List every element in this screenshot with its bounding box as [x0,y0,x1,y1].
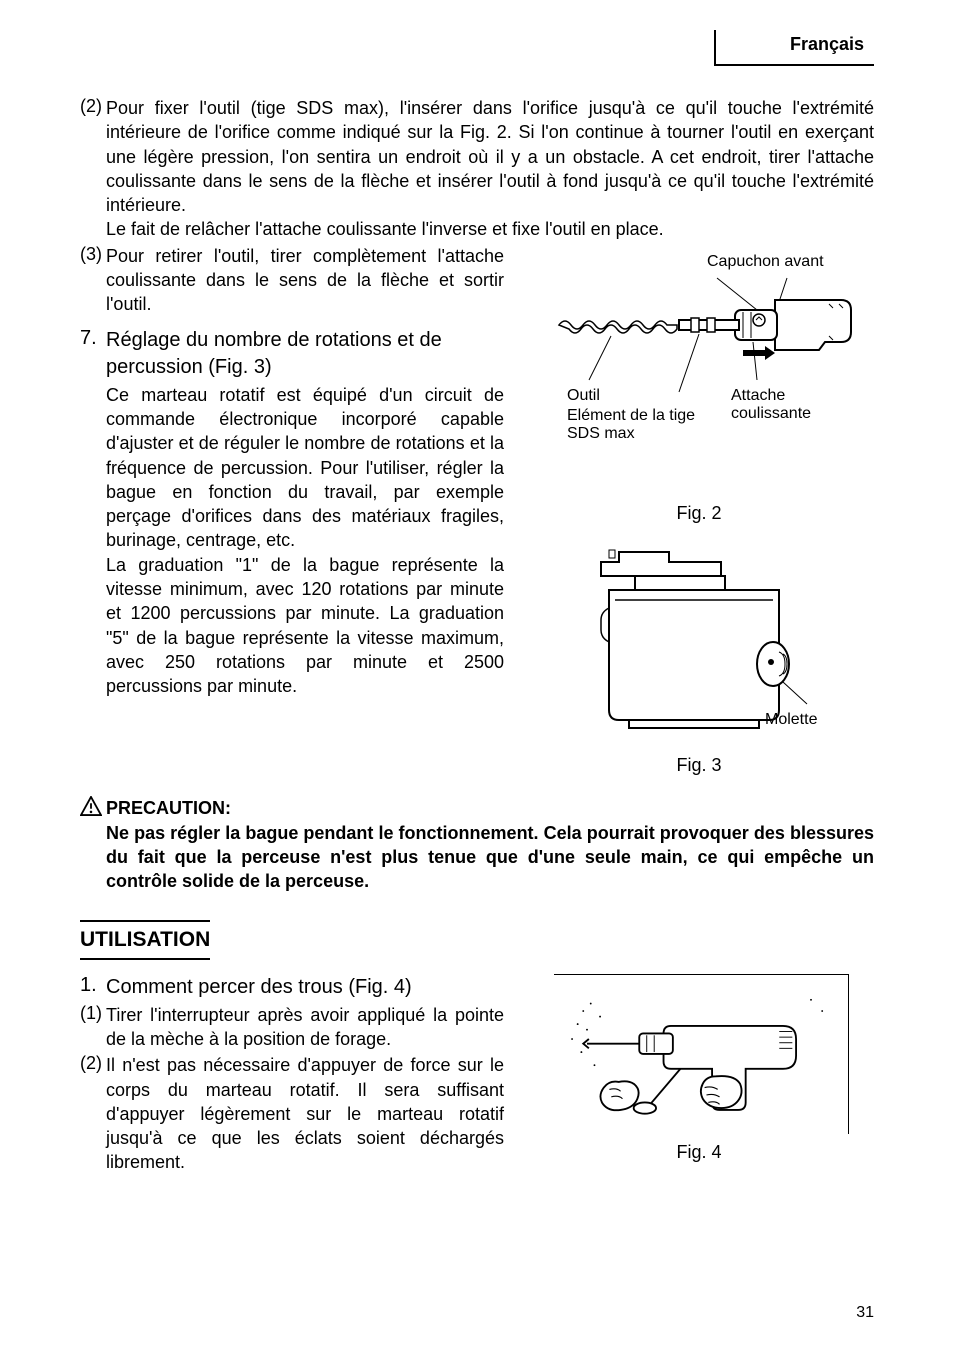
label-text: Attache coulissante [731,387,811,422]
item-text: Pour retirer l'outil, tirer complètement… [106,244,504,317]
figure-3: Molette Fig. 3 [549,544,849,776]
section-item: 7. Réglage du nombre de rotations et de … [80,327,504,381]
page-number: 31 [856,1304,874,1322]
warning-icon [80,796,102,821]
figure-2: Capuchon avant Outil Attache coulissante… [529,244,869,524]
figure-4: Fig. 4 [549,974,849,1163]
item-text: Pour fixer l'outil (tige SDS max), l'ins… [106,96,874,242]
section-heading: UTILISATION [80,920,210,960]
item-text: Tirer l'interrupteur après avoir appliqu… [106,1003,504,1052]
fig4-caption: Fig. 4 [549,1142,849,1163]
section-number: 1. [80,974,106,997]
paragraph-text: Ce marteau rotatif est équipé d'un circu… [106,383,504,553]
item-number: (3) [80,244,106,265]
right-column: Capuchon avant Outil Attache coulissante… [524,244,874,776]
item-number: (1) [80,1003,106,1024]
fig3-caption: Fig. 3 [549,755,849,776]
list-item: (2) Pour fixer l'outil (tige SDS max), l… [80,96,874,242]
section-title: Réglage du nombre de rotations et de per… [106,327,504,381]
fig2-label-capuchon: Capuchon avant [707,253,824,271]
section-item: 1. Comment percer des trous (Fig. 4) [80,974,504,1001]
item-text: Il n'est pas nécessaire d'appuyer de for… [106,1053,504,1174]
item-number: (2) [80,1053,106,1074]
list-item: (2) Il n'est pas nécessaire d'appuyer de… [80,1053,504,1174]
section-title: Comment percer des trous (Fig. 4) [106,974,504,1001]
caution-heading: PRECAUTION: [80,796,874,821]
content-body: (2) Pour fixer l'outil (tige SDS max), l… [80,96,874,1177]
left-column: (3) Pour retirer l'outil, tirer complète… [80,244,504,699]
list-item: (3) Pour retirer l'outil, tirer complète… [80,244,504,317]
section-number: 7. [80,327,106,350]
left-column: 1. Comment percer des trous (Fig. 4) (1)… [80,974,504,1177]
two-column-layout: (3) Pour retirer l'outil, tirer complète… [80,244,874,776]
fig2-label-outil: Outil [567,387,600,405]
fig2-label-attache: Attache coulissante [731,387,841,423]
fig4-svg [554,983,844,1123]
list-item: (1) Tirer l'interrupteur après avoir app… [80,1003,504,1052]
caution-body: Ne pas régler la bague pendant le foncti… [106,821,874,894]
item-number: (2) [80,96,106,117]
two-column-layout: 1. Comment percer des trous (Fig. 4) (1)… [80,974,874,1177]
fig2-label-element: Elément de la tige SDS max [567,407,727,443]
paragraph-text: La graduation "1" de la bague représente… [106,553,504,699]
language-header: Français [714,30,874,66]
paragraph-text: Le fait de relâcher l'attache coulissant… [106,219,664,239]
caution-title: PRECAUTION: [106,798,231,819]
right-column: Fig. 4 [524,974,874,1163]
document-page: Français (2) Pour fixer l'outil (tige SD… [0,0,954,1352]
paragraph-text: Pour fixer l'outil (tige SDS max), l'ins… [106,98,874,215]
fig3-label-molette: Molette [765,711,817,729]
fig2-caption: Fig. 2 [529,503,869,524]
